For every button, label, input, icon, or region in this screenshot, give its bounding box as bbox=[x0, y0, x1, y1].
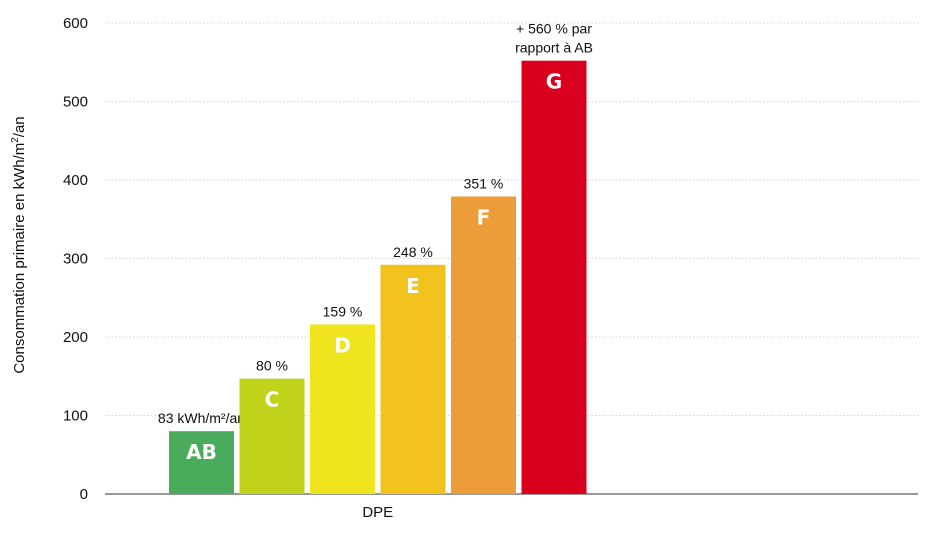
bar-e bbox=[380, 264, 446, 494]
bar-label-f: F bbox=[477, 205, 491, 229]
bar-annotation-c: 80 % bbox=[256, 358, 288, 374]
y-tick-label: 0 bbox=[80, 486, 88, 503]
bar-annotation-e: 248 % bbox=[393, 244, 433, 260]
bar-ab bbox=[169, 431, 234, 494]
bar-f bbox=[451, 196, 516, 495]
y-axis-title: Consommation primaire en kWh/m2/an bbox=[10, 116, 28, 373]
y-tick-label: 600 bbox=[63, 15, 88, 32]
y-tick-label: 100 bbox=[63, 408, 88, 425]
y-tick-label: 400 bbox=[63, 172, 88, 189]
x-axis-title: DPE bbox=[362, 504, 393, 521]
y-axis-title-suffix: /an bbox=[11, 116, 28, 137]
y-tick-label: 300 bbox=[63, 251, 88, 268]
bar-annotation-f: 351 % bbox=[464, 175, 504, 191]
bars: AB 83 kWh/m²/an C 80 % D 159 % E 248 % F 351 % G + … bbox=[158, 21, 593, 495]
bar-c bbox=[239, 378, 305, 494]
bar-g bbox=[521, 60, 587, 495]
bar-label-e: E bbox=[406, 274, 420, 298]
bar-annotation-d: 159 % bbox=[323, 303, 363, 319]
y-tick-label: 200 bbox=[63, 329, 88, 346]
bar-label-d: D bbox=[334, 333, 351, 357]
bar-label-c: C bbox=[265, 388, 280, 412]
bar-annotation-g: rapport à AB bbox=[515, 40, 593, 56]
bar-annotation-ab: 83 kWh/m²/an bbox=[158, 410, 245, 426]
y-axis-title-superscript: 2 bbox=[10, 137, 21, 143]
y-axis-title-main: Consommation primaire en kWh/m bbox=[11, 143, 28, 374]
bar-label-ab: AB bbox=[186, 440, 217, 464]
y-tick-label: 500 bbox=[63, 94, 88, 111]
bar-d bbox=[310, 324, 375, 494]
bar-label-g: G bbox=[546, 70, 562, 94]
bar-annotation-g: + 560 % par bbox=[516, 21, 592, 37]
y-axis-ticks: 0 100 200 300 400 500 600 bbox=[63, 15, 88, 503]
